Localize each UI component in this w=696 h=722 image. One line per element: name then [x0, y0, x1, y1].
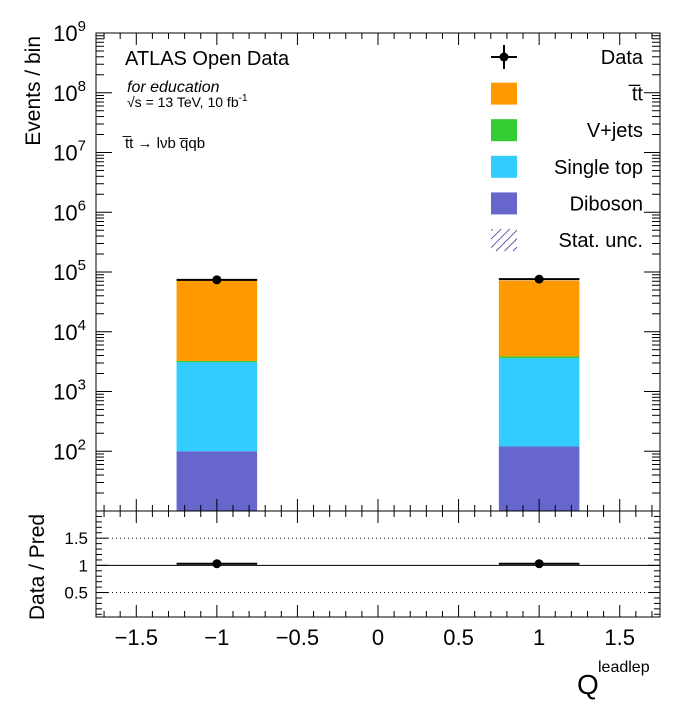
x-tick-label: 0: [372, 625, 384, 650]
lumi-superscript: -1: [239, 93, 248, 104]
y-tick-label-exp: 7: [78, 138, 86, 155]
ratio-y-axis-label: Data / Pred: [26, 514, 49, 620]
y-tick-label-exp: 4: [78, 317, 86, 334]
x-tick-label: −0.5: [276, 625, 319, 650]
y-tick-label: 107: [53, 138, 86, 166]
data-point-0: [212, 275, 222, 285]
x-axis-label: Q: [577, 669, 599, 700]
y-tick-label-exp: 8: [78, 78, 86, 95]
y-tick-label: 104: [53, 317, 86, 345]
y-tick-label: 108: [53, 78, 86, 106]
y-tick-label-base: 10: [53, 200, 77, 225]
y-tick-label-base: 10: [53, 320, 77, 345]
legend-swatch: [491, 155, 517, 178]
y-tick-label-exp: 3: [78, 377, 86, 394]
y-tick-label-exp: 5: [78, 257, 86, 274]
y-axis-label: Events / bin: [22, 36, 45, 146]
legend-swatch: [491, 192, 517, 215]
y-tick-label: 102: [53, 436, 86, 464]
y-tick-label-exp: 9: [78, 18, 86, 35]
legend-stat-unc-swatch: [491, 229, 517, 251]
ratio-point-1: [534, 559, 544, 569]
y-tick-label-base: 10: [53, 260, 77, 285]
legend-label: V+jets: [587, 120, 643, 142]
legend-label: Diboson: [570, 193, 643, 215]
legend-data-marker: [499, 52, 509, 62]
data-point-1: [534, 274, 544, 284]
y-tick-label-exp: 2: [78, 436, 86, 453]
ratio-y-tick-label: 1.5: [64, 529, 88, 548]
legend: Data t̅t V+jets Single top Diboson Stat. unc.: [491, 45, 644, 252]
experiment-label: ATLAS Open Data: [125, 48, 290, 70]
x-tick-label: −1: [204, 625, 229, 650]
y-tick-label: 103: [53, 377, 86, 405]
energy-label: √s = 13 TeV, 10 fb: [127, 94, 239, 110]
legend-label: Single top: [554, 157, 643, 179]
legend-label: Stat. unc.: [559, 230, 644, 252]
bar-singletop-1: [498, 358, 580, 447]
y-tick-label-exp: 6: [78, 197, 86, 214]
y-tick-label: 106: [53, 197, 86, 225]
bar-vjets-1: [498, 356, 580, 359]
bar-vjets-0: [176, 360, 258, 363]
x-tick-label: −1.5: [115, 625, 158, 650]
bar-singletop-0: [176, 362, 258, 452]
y-tick-label-base: 10: [53, 439, 77, 464]
y-tick-label: 109: [53, 18, 86, 46]
legend-swatch: [491, 119, 517, 142]
legend-swatch: [491, 82, 517, 105]
x-axis-ticks: −1.5 −1 −0.5 0 0.5 1 1.5: [103, 33, 653, 650]
x-axis-label-superscript: leadlep: [598, 659, 650, 676]
bar-tt-1: [498, 280, 580, 357]
ratio-y-tick-label: 0.5: [64, 584, 88, 603]
energy-lumi-label: √s = 13 TeV, 10 fb-1: [127, 93, 248, 110]
education-label: for education: [127, 79, 220, 96]
ratio-plot: 0.5 1 1.5: [64, 510, 661, 618]
y-tick-label-base: 10: [53, 141, 77, 166]
legend-label: t̅t: [628, 83, 643, 105]
y-tick-label-base: 10: [53, 21, 77, 46]
x-tick-label: 1: [533, 625, 545, 650]
y-tick-label: 105: [53, 257, 86, 285]
x-tick-label: 1.5: [604, 625, 635, 650]
legend-label: Data: [601, 47, 644, 69]
x-tick-label: 0.5: [443, 625, 474, 650]
x-axis-label-main: Q: [577, 669, 599, 700]
y-tick-label-base: 10: [53, 380, 77, 405]
channel-label: t̅t → lνb q̅qb: [122, 135, 205, 152]
ratio-point-0: [212, 559, 222, 569]
ratio-y-tick-label: 1: [79, 556, 88, 575]
bar-tt-0: [176, 280, 258, 361]
y-tick-label-base: 10: [53, 81, 77, 106]
